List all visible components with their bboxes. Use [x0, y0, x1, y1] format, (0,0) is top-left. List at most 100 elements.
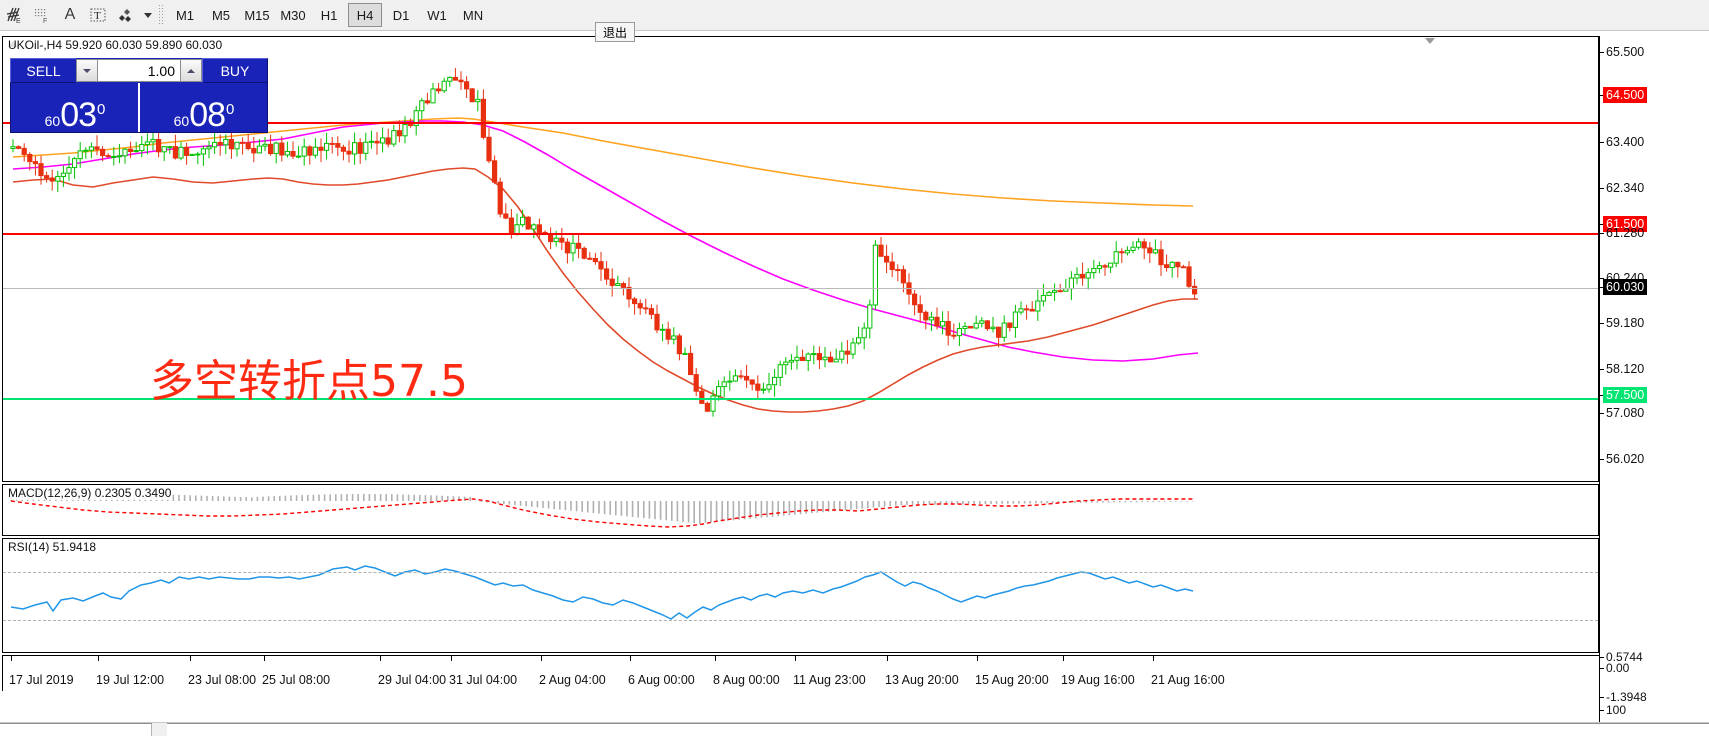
- buy-price-prefix: 60: [173, 112, 190, 129]
- sell-price-display[interactable]: 60 03 0: [11, 83, 138, 132]
- time-tick-mark: [887, 656, 888, 661]
- volume-input[interactable]: 1.00: [98, 59, 180, 82]
- volume-increment-button[interactable]: [180, 59, 202, 82]
- time-tick-mark: [380, 656, 381, 661]
- expert-advisor-icon[interactable]: E: [0, 2, 28, 28]
- tick-mark: [1600, 458, 1604, 460]
- drawing-tools-dropdown-icon[interactable]: [140, 2, 154, 28]
- rsi-tick-label: 100: [1606, 703, 1627, 717]
- time-tick-label: 19 Jul 12:00: [96, 673, 165, 687]
- level-line-61500[interactable]: [3, 233, 1598, 235]
- time-tick-mark: [630, 656, 631, 661]
- time-tick-mark: [264, 656, 265, 661]
- time-tick-label: 21 Aug 16:00: [1151, 673, 1225, 687]
- buy-button[interactable]: BUY: [202, 58, 268, 83]
- sell-price-fraction: 0: [97, 100, 106, 118]
- price-pane-label: UKOil-,H4 59.920 60.030 59.890 60.030: [7, 38, 224, 52]
- timeframe-m1[interactable]: M1: [175, 7, 195, 23]
- price-pane[interactable]: UKOil-,H4 59.920 60.030 59.890 60.030: [2, 36, 1599, 482]
- time-tick-label: 13 Aug 20:00: [885, 673, 959, 687]
- level-line-64500[interactable]: [3, 122, 1598, 124]
- tick-mark: [1600, 52, 1604, 54]
- sell-button[interactable]: SELL: [10, 58, 76, 83]
- tick-mark: [1600, 277, 1604, 279]
- tick-mark: [1600, 657, 1604, 658]
- status-bar: [0, 722, 1709, 736]
- chart-area[interactable]: UKOil-,H4 59.920 60.030 59.890 60.030 MA…: [0, 31, 1709, 736]
- tick-mark: [1600, 142, 1604, 144]
- time-tick-label: 11 Aug 23:00: [793, 673, 866, 687]
- text-label-icon[interactable]: A: [64, 6, 76, 23]
- time-tick-mark: [795, 656, 796, 661]
- tick-mark: [1600, 286, 1604, 288]
- svg-text:T: T: [94, 10, 101, 22]
- price-level-badge[interactable]: 60.030: [1603, 278, 1648, 295]
- price-tick-label: 61.280: [1606, 226, 1645, 241]
- time-tick-mark: [1153, 656, 1154, 661]
- time-tick-mark: [1063, 656, 1064, 661]
- tick-mark: [1600, 223, 1604, 225]
- price-axis[interactable]: 65.500 64.500 63.400 62.340 61.500 61.280 60.2…: [1599, 36, 1709, 653]
- timeframe-h4[interactable]: H4: [348, 3, 382, 27]
- price-level-badge[interactable]: 64.500: [1603, 87, 1648, 104]
- time-tick-mark: [977, 656, 978, 661]
- rsi-pane-label: RSI(14) 51.9418: [7, 540, 98, 554]
- time-tick-mark: [451, 656, 452, 661]
- tick-mark: [1600, 668, 1604, 669]
- price-tick-label: 59.180: [1606, 316, 1645, 331]
- fast-template-icon[interactable]: F: [28, 2, 56, 28]
- sell-price-big: 03: [60, 95, 97, 132]
- price-tick-label: 57.080: [1606, 406, 1645, 421]
- text-box-icon[interactable]: T: [84, 2, 112, 28]
- macd-tick-label: 0.00: [1606, 661, 1630, 675]
- time-tick-label: 29 Jul 04:00: [378, 673, 447, 687]
- status-area: [167, 723, 1709, 736]
- time-tick-mark: [190, 656, 191, 661]
- timeframe-d1[interactable]: D1: [392, 7, 410, 23]
- timeframe-m15[interactable]: M15: [244, 7, 270, 23]
- time-tick-mark: [541, 656, 542, 661]
- buy-price-fraction: 0: [226, 100, 235, 118]
- timeframe-m5[interactable]: M5: [211, 7, 231, 23]
- rsi-level-30: [3, 620, 1598, 621]
- tick-mark: [1600, 710, 1604, 711]
- time-tick-mark: [98, 656, 99, 661]
- time-tick-label: 19 Aug 16:00: [1061, 673, 1135, 687]
- drawing-tools-icon[interactable]: [112, 2, 140, 28]
- current-price-line: [3, 288, 1598, 289]
- tick-mark: [1600, 697, 1604, 698]
- macd-series: [10, 489, 1194, 528]
- timeframe-m30[interactable]: M30: [280, 7, 306, 23]
- tick-mark: [1600, 368, 1604, 370]
- status-tab[interactable]: [0, 723, 152, 736]
- sell-price-prefix: 60: [44, 112, 61, 129]
- macd-tick-label: 0.5744: [1606, 650, 1643, 664]
- candlestick-series: [10, 68, 1199, 417]
- price-tick-label: 65.500: [1606, 45, 1645, 60]
- rsi-pane[interactable]: RSI(14) 51.9418: [2, 538, 1599, 653]
- macd-pane[interactable]: MACD(12,26,9) 0.2305 0.3490: [2, 484, 1599, 536]
- timeframe-h1[interactable]: H1: [320, 7, 338, 23]
- level-line-57500[interactable]: [3, 398, 1598, 400]
- exit-button[interactable]: 退出: [595, 22, 635, 42]
- price-tick-label: 62.340: [1606, 180, 1645, 195]
- tick-mark: [1600, 395, 1604, 397]
- time-tick-label: 15 Aug 20:00: [975, 673, 1049, 687]
- pane-expand-icon[interactable]: [1424, 37, 1438, 47]
- toolbar-grip[interactable]: [158, 4, 163, 26]
- svg-text:F: F: [43, 18, 47, 25]
- timeframe-mn[interactable]: MN: [462, 7, 484, 23]
- time-tick-label: 31 Jul 04:00: [449, 673, 518, 687]
- annotation-text[interactable]: 多空转折点57.5: [150, 356, 468, 407]
- price-tick-label: 58.120: [1606, 361, 1645, 376]
- timeframe-w1[interactable]: W1: [427, 7, 447, 23]
- price-level-badge[interactable]: 57.500: [1603, 387, 1648, 404]
- one-click-trading-panel[interactable]: SELL 1.00 BUY 60 03 0: [10, 58, 268, 133]
- macd-pane-label: MACD(12,26,9) 0.2305 0.3490: [7, 486, 173, 500]
- time-axis[interactable]: 17 Jul 2019 19 Jul 12:00 23 Jul 08:00 25 Ju…: [2, 655, 1599, 691]
- volume-decrement-button[interactable]: [76, 59, 98, 82]
- buy-price-display[interactable]: 60 08 0: [138, 83, 267, 132]
- price-level-badge[interactable]: 61.500: [1603, 215, 1648, 232]
- time-tick-label: 17 Jul 2019: [9, 673, 74, 687]
